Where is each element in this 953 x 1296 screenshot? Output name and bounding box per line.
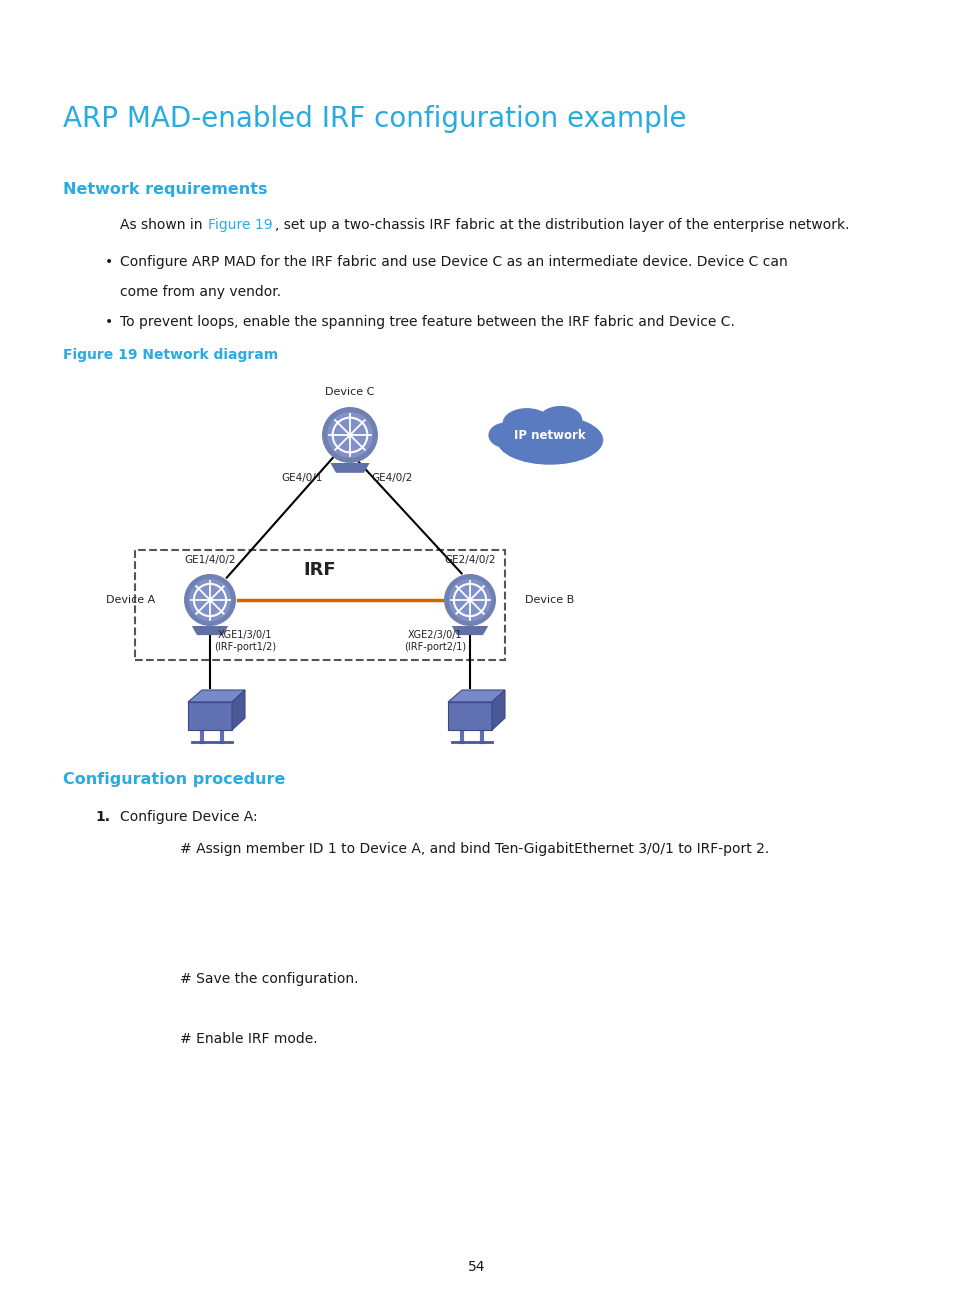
Text: XGE2/3/0/1
(IRF-port2/1): XGE2/3/0/1 (IRF-port2/1) [403,630,466,652]
Circle shape [443,574,496,626]
Text: , set up a two-chassis IRF fabric at the distribution layer of the enterprise ne: , set up a two-chassis IRF fabric at the… [274,218,848,232]
Text: Configuration procedure: Configuration procedure [63,772,285,787]
Text: As shown in: As shown in [120,218,207,232]
Text: Configure ARP MAD for the IRF fabric and use Device C as an intermediate device.: Configure ARP MAD for the IRF fabric and… [120,255,787,270]
Text: •: • [105,255,113,270]
Text: •: • [105,315,113,329]
Text: To prevent loops, enable the spanning tree feature between the IRF fabric and De: To prevent loops, enable the spanning tr… [120,315,734,329]
Text: XGE1/3/0/1
(IRF-port1/2): XGE1/3/0/1 (IRF-port1/2) [213,630,275,652]
Polygon shape [232,689,245,730]
Text: 54: 54 [468,1260,485,1274]
Ellipse shape [497,416,602,464]
Text: ARP MAD-enabled IRF configuration example: ARP MAD-enabled IRF configuration exampl… [63,105,686,133]
Text: Network requirements: Network requirements [63,181,267,197]
Ellipse shape [539,407,581,433]
Circle shape [189,579,231,621]
Text: Device C: Device C [325,388,375,397]
Text: GE2/4/0/2: GE2/4/0/2 [444,555,496,565]
Ellipse shape [489,424,522,447]
Text: Device A: Device A [106,595,154,605]
Polygon shape [492,689,504,730]
Polygon shape [448,702,492,730]
Text: Figure 19: Figure 19 [208,218,273,232]
Text: # Save the configuration.: # Save the configuration. [180,972,358,986]
Text: IP network: IP network [514,429,585,442]
Text: GE1/4/0/2: GE1/4/0/2 [184,555,235,565]
Polygon shape [188,702,232,730]
Text: GE4/0/2: GE4/0/2 [371,473,413,483]
Circle shape [322,407,377,463]
Text: Configure Device A:: Configure Device A: [120,810,257,824]
Text: IRF: IRF [303,561,336,579]
Text: 1.: 1. [95,810,110,824]
Text: GE4/0/1: GE4/0/1 [281,473,322,483]
Polygon shape [448,689,504,702]
Text: come from any vendor.: come from any vendor. [120,285,281,299]
Text: Figure 19 Network diagram: Figure 19 Network diagram [63,349,278,362]
Polygon shape [452,626,488,635]
Text: Device B: Device B [524,595,574,605]
Circle shape [184,574,235,626]
Circle shape [327,412,373,457]
Text: # Enable IRF mode.: # Enable IRF mode. [180,1032,317,1046]
Polygon shape [192,626,228,635]
Polygon shape [188,689,245,702]
Circle shape [448,579,491,621]
Text: # Assign member ID 1 to Device A, and bind Ten-GigabitEthernet 3/0/1 to IRF-port: # Assign member ID 1 to Device A, and bi… [180,842,768,855]
Ellipse shape [503,408,550,438]
Polygon shape [330,463,369,473]
